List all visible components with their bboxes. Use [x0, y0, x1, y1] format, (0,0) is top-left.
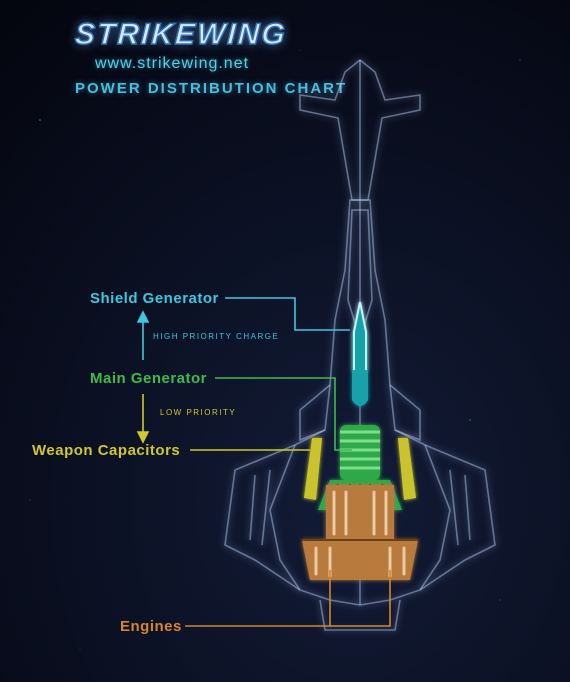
label-high-priority: HIGH PRIORITY CHARGE	[153, 332, 279, 341]
callout-shield	[225, 298, 350, 330]
label-shield-generator: Shield Generator	[90, 290, 219, 307]
label-weapon-capacitors: Weapon Capacitors	[32, 442, 180, 459]
shield-generator-shape	[352, 300, 368, 406]
diagram-canvas: STRIKEWING www.strikewing.net POWER DIST…	[0, 0, 570, 682]
engines-shape	[302, 485, 418, 580]
label-low-priority: LOW PRIORITY	[160, 408, 236, 417]
label-engines: Engines	[120, 618, 182, 635]
low-priority-arrow	[138, 394, 148, 442]
ship-schematic	[0, 0, 570, 682]
label-main-generator: Main Generator	[90, 370, 207, 387]
high-priority-arrow	[138, 312, 148, 360]
